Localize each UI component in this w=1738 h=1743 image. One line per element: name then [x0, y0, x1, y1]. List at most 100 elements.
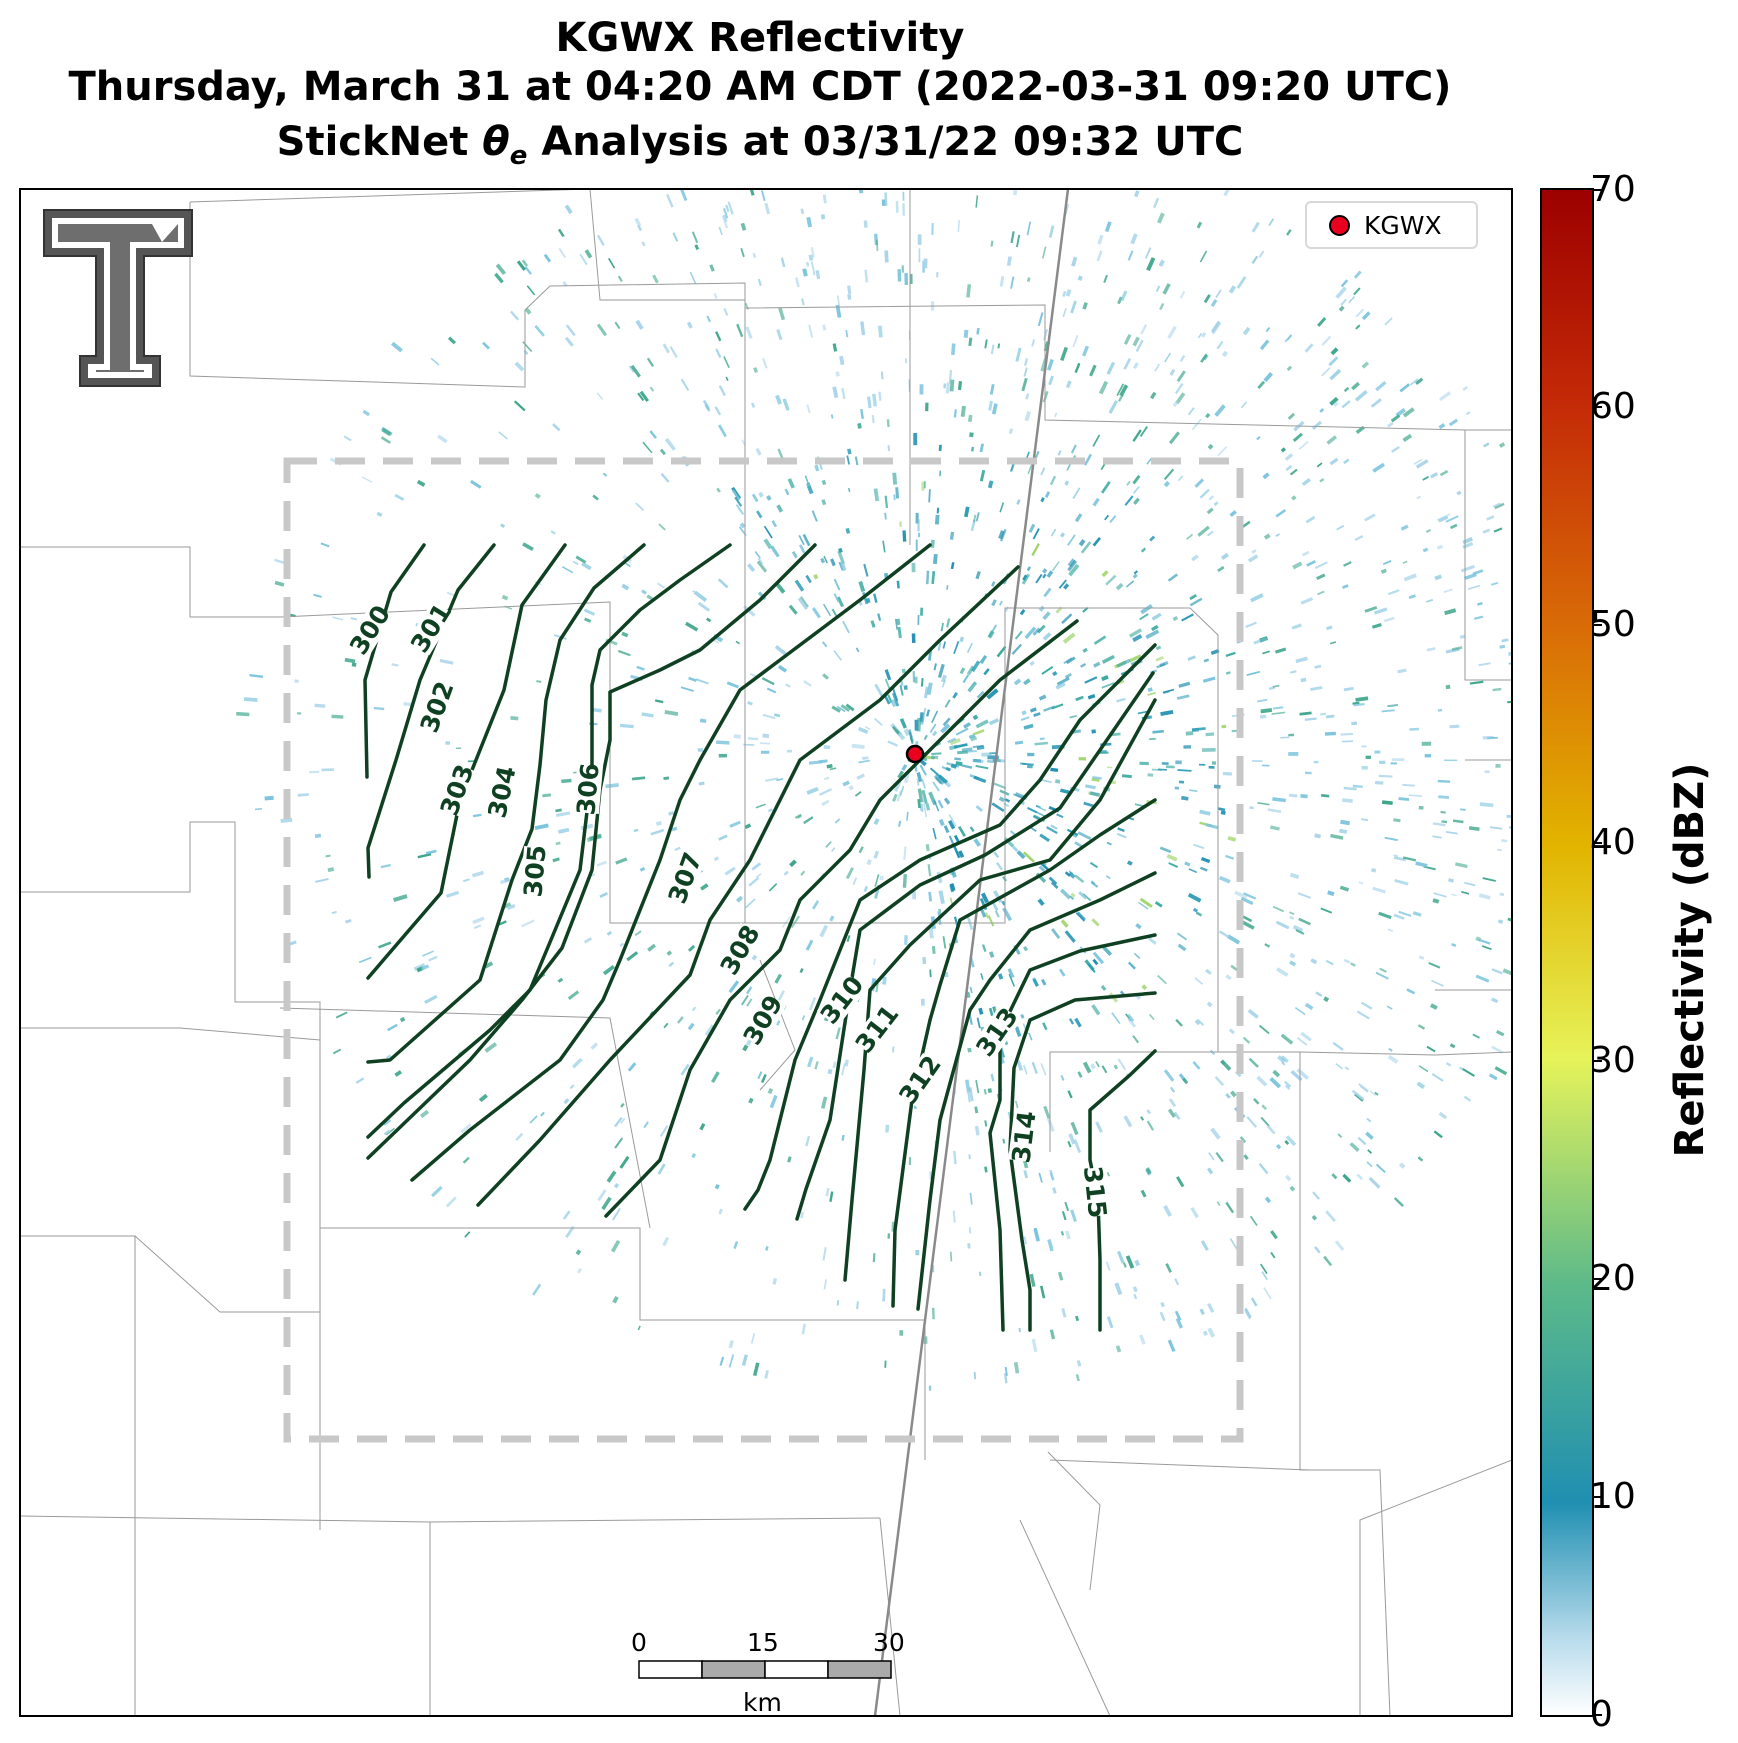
reflectivity-gate [784, 488, 790, 496]
reflectivity-gate [830, 558, 836, 567]
reflectivity-gate [891, 692, 900, 707]
reflectivity-gate [331, 910, 337, 915]
reflectivity-gate [1475, 974, 1490, 983]
reflectivity-gate [1003, 1373, 1008, 1384]
reflectivity-gate [1260, 1116, 1270, 1127]
reflectivity-gate [1027, 752, 1035, 757]
reflectivity-gate [863, 885, 868, 893]
reflectivity-gate [1175, 760, 1182, 765]
reflectivity-gate [619, 942, 625, 947]
reflectivity-gate [829, 915, 835, 922]
reflectivity-gate [972, 729, 985, 736]
reflectivity-gate [484, 1042, 498, 1053]
reflectivity-gate [590, 873, 596, 877]
reflectivity-gate [921, 789, 928, 804]
reflectivity-gate [666, 194, 674, 208]
reflectivity-gate [996, 759, 1006, 763]
reflectivity-gate [841, 1134, 845, 1141]
reflectivity-gate [929, 723, 937, 733]
reflectivity-gate [948, 835, 955, 845]
reflectivity-gate [1225, 651, 1236, 657]
reflectivity-gate [1205, 412, 1211, 419]
reflectivity-gate [875, 982, 879, 993]
reflectivity-gate [969, 1192, 973, 1205]
reflectivity-gate [1430, 472, 1439, 479]
reflectivity-gate [1075, 1374, 1080, 1382]
reflectivity-gate [1137, 901, 1149, 910]
reflectivity-gate [1425, 529, 1432, 533]
reflectivity-gate [647, 943, 656, 952]
reflectivity-gate [986, 688, 999, 700]
reflectivity-gate [800, 208, 805, 215]
reflectivity-gate [882, 540, 886, 553]
reflectivity-gate [620, 1117, 626, 1124]
reflectivity-gate [579, 253, 588, 266]
reflectivity-gate [1402, 783, 1415, 787]
reflectivity-gate [510, 310, 520, 321]
reflectivity-gate [1340, 819, 1350, 826]
reflectivity-gate [1481, 945, 1492, 951]
reflectivity-gate [1160, 1301, 1165, 1308]
reflectivity-gate [1334, 1240, 1345, 1251]
reflectivity-gate [957, 220, 961, 233]
reflectivity-gate [759, 742, 771, 745]
reflectivity-gate [649, 1011, 654, 1016]
reflectivity-gate [680, 1063, 690, 1076]
reflectivity-gate [987, 915, 995, 927]
reflectivity-gate [1245, 621, 1257, 628]
reflectivity-gate [1228, 1028, 1235, 1035]
reflectivity-gate [802, 268, 808, 277]
reflectivity-gate [934, 514, 940, 525]
reflectivity-gate [1067, 1090, 1073, 1099]
reflectivity-gate [983, 668, 990, 676]
reflectivity-gate [931, 571, 936, 585]
reflectivity-gate [1381, 709, 1395, 713]
reflectivity-gate [669, 345, 678, 358]
reflectivity-gate [1075, 912, 1085, 922]
colorbar-tick-label: 70 [1590, 169, 1636, 210]
kgwx-radar-site[interactable] [905, 744, 925, 764]
reflectivity-gate [728, 980, 740, 994]
reflectivity-gate [1065, 380, 1072, 389]
reflectivity-gate [516, 260, 526, 271]
reflectivity-gate [884, 250, 889, 263]
reflectivity-gate [1199, 866, 1208, 872]
reflectivity-gate [1497, 919, 1504, 924]
reflectivity-gate [361, 476, 373, 483]
reflectivity-gate [821, 479, 827, 486]
reflectivity-gate [420, 964, 430, 971]
reflectivity-gate [620, 1102, 625, 1108]
reflectivity-gate [1157, 974, 1167, 985]
reflectivity-gate [874, 683, 884, 697]
reflectivity-gate [1251, 221, 1260, 233]
reflectivity-gate [1319, 408, 1325, 413]
reflectivity-gate [972, 744, 984, 749]
reflectivity-gate [1221, 724, 1227, 729]
reflectivity-gate [959, 636, 965, 643]
reflectivity-gate [1216, 340, 1224, 350]
reflectivity-gate [823, 1279, 827, 1290]
reflectivity-gate [747, 701, 753, 706]
reflectivity-gate [917, 519, 920, 532]
reflectivity-gate [1289, 872, 1300, 880]
reflectivity-gate [967, 414, 973, 423]
reflectivity-gate [711, 1071, 720, 1084]
reflectivity-gate [617, 649, 631, 657]
reflectivity-gate [602, 472, 608, 478]
reflectivity-gate [1341, 740, 1354, 743]
reflectivity-gate [1257, 698, 1268, 703]
reflectivity-gate [1482, 528, 1491, 534]
reflectivity-gate [1491, 1045, 1504, 1054]
reflectivity-gate [575, 555, 587, 564]
reflectivity-gate [714, 406, 722, 416]
reflectivity-gate [1361, 745, 1367, 748]
reflectivity-gate [1139, 1334, 1146, 1345]
reflectivity-gate [1355, 696, 1369, 702]
reflectivity-gate [715, 348, 722, 359]
reflectivity-gate [1455, 862, 1468, 869]
reflectivity-gate [806, 482, 812, 488]
reflectivity-gate [639, 866, 646, 872]
reflectivity-gate [748, 876, 760, 887]
reflectivity-gate [1249, 1215, 1258, 1227]
reflectivity-gate [1192, 907, 1199, 913]
